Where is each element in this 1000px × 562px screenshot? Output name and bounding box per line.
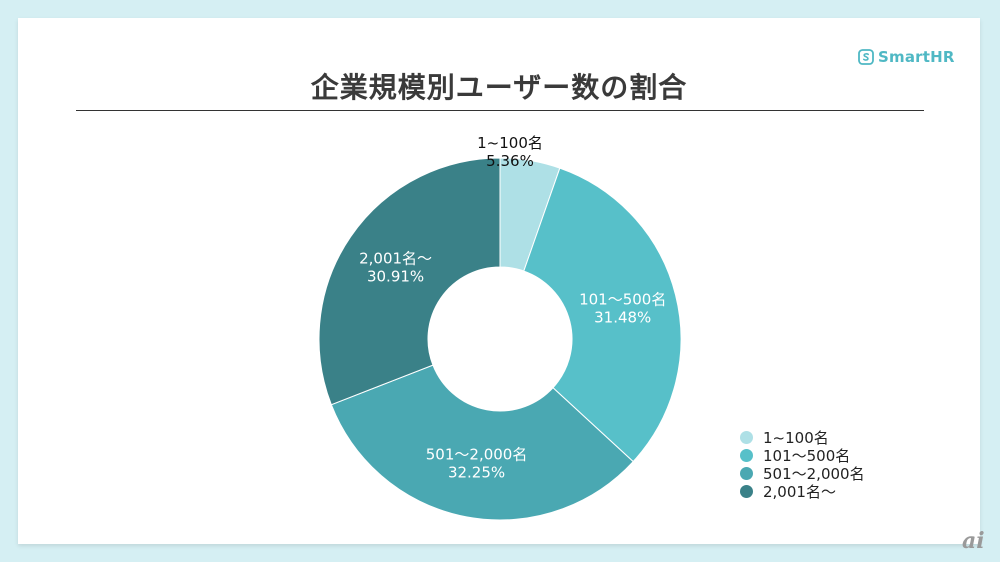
donut-slice — [523, 167, 682, 463]
donut-slice — [330, 364, 634, 521]
smarthr-logo-icon — [858, 49, 874, 65]
legend-label: 101～500名 — [763, 446, 851, 465]
title-divider — [76, 110, 924, 111]
donut-slice — [318, 157, 501, 406]
donut-chart: 1~100名 5.36% 101～500名 31.48% 501～2,000名 32.25… — [318, 134, 682, 521]
legend-label: 1~100名 — [763, 428, 829, 447]
legend-item: 501～2,000名 — [740, 464, 865, 483]
slice-data-label: 1~100名 5.36% — [477, 134, 543, 170]
chart-title: 企業規模別ユーザー数の割合 — [310, 71, 688, 104]
legend-label: 501～2,000名 — [763, 464, 865, 483]
legend-swatch — [740, 484, 753, 498]
legend-swatch — [740, 466, 753, 480]
legend-item: 101～500名 — [740, 446, 865, 465]
watermark-logo: ai — [962, 528, 985, 554]
slice-data-label: 501～2,000名 32.25% — [426, 445, 528, 481]
logo-text: SmartHR — [878, 48, 955, 66]
slice-data-label: 2,001名～ 30.91% — [359, 250, 432, 286]
smarthr-logo: SmartHR — [858, 46, 955, 68]
legend-swatch — [740, 448, 753, 462]
legend-item: 1~100名 — [740, 428, 865, 447]
slide: 企業規模別ユーザー数の割合 SmartHR 1~100名 5.36% 101～500… — [18, 18, 980, 544]
legend-item: 2,001名～ — [740, 482, 865, 501]
chart-legend: 1~100名 101～500名 501～2,000名 2,001名～ — [740, 428, 865, 501]
legend-swatch — [740, 430, 753, 444]
legend-label: 2,001名～ — [763, 482, 836, 501]
slice-data-label: 101～500名 31.48% — [579, 290, 666, 326]
